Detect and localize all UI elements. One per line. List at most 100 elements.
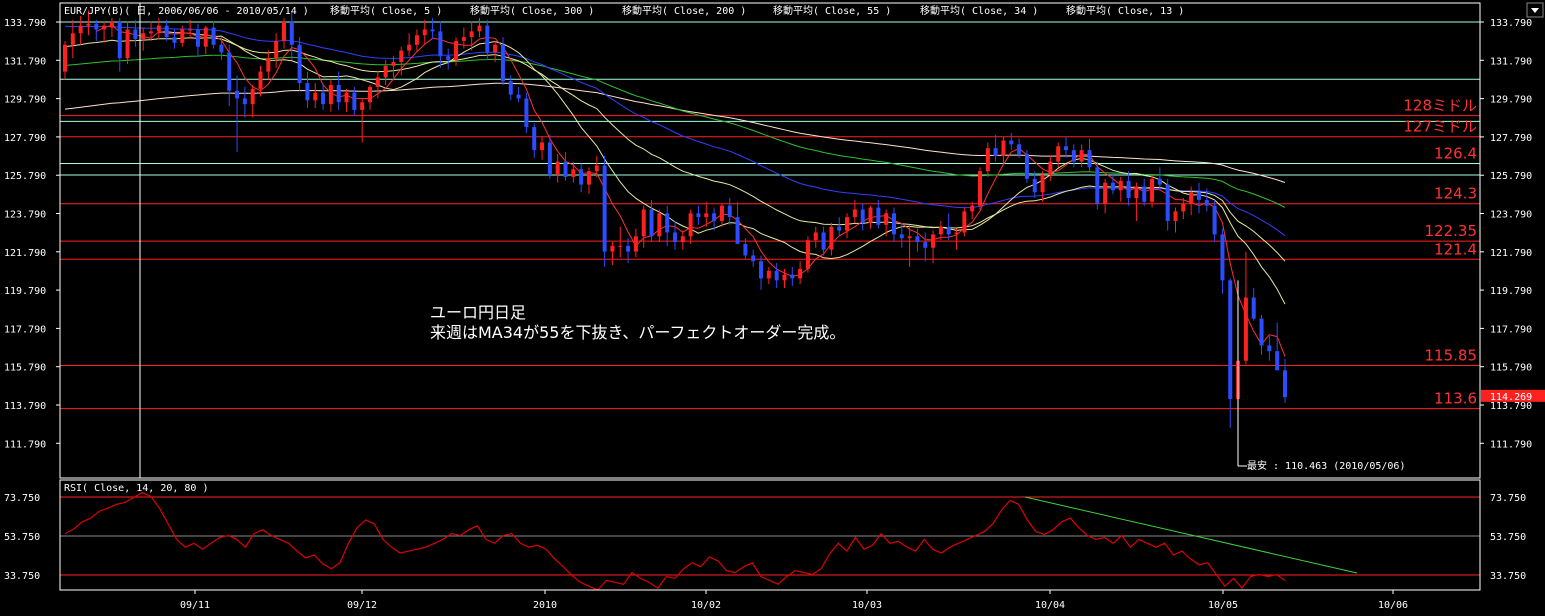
y-tick-label-right: 131.790 xyxy=(1490,56,1532,67)
legend-item: 移動平均( Close, 200 ) xyxy=(622,4,746,17)
candle-body xyxy=(626,245,631,252)
candle-body xyxy=(360,102,365,110)
chevron-down-icon[interactable] xyxy=(1531,8,1539,13)
price-line-label: 115.85 xyxy=(1425,347,1478,365)
candle-body xyxy=(555,161,560,176)
candle-body xyxy=(1157,178,1162,185)
x-tick-label: 09/12 xyxy=(347,600,377,611)
candle-body xyxy=(696,213,701,218)
candle-body xyxy=(485,25,490,53)
note-line1: ユーロ円日足 xyxy=(430,303,526,322)
candle-body xyxy=(203,27,208,47)
candle-body xyxy=(1110,182,1115,191)
candle-body xyxy=(657,213,662,237)
price-line-label: 113.6 xyxy=(1434,390,1477,408)
y-tick-label-right: 115.790 xyxy=(1490,363,1532,374)
candle-body xyxy=(1275,351,1280,371)
y-tick-label-left: 129.790 xyxy=(4,95,46,106)
y-tick-label-left: 113.790 xyxy=(4,401,46,412)
candle-body xyxy=(1009,140,1014,145)
candle-body xyxy=(70,33,75,45)
rsi-trendline xyxy=(1024,496,1358,574)
y-tick-label-left: 125.790 xyxy=(4,171,46,182)
candle-body xyxy=(172,37,177,43)
candle-body xyxy=(305,83,310,101)
candle-body xyxy=(532,127,537,151)
candle-body xyxy=(352,92,357,110)
current-price-box xyxy=(1481,389,1545,402)
candle-body xyxy=(383,65,388,78)
candle-body xyxy=(430,29,435,32)
candle-body xyxy=(1212,205,1217,235)
axes: 133.790 133.790 131.790 131.790 129.790 129.7… xyxy=(4,2,1532,611)
y-tick-label-left: 127.790 xyxy=(4,133,46,144)
candle-body xyxy=(688,213,693,237)
ma55-line xyxy=(64,25,1286,237)
candle-body xyxy=(618,245,623,247)
candle-body xyxy=(438,31,443,57)
candle-body xyxy=(211,27,216,45)
current-price-label: 114.269 xyxy=(1490,392,1532,403)
candle-body xyxy=(868,207,873,223)
candle-body xyxy=(86,23,91,26)
candle-body xyxy=(219,44,224,53)
candle-body xyxy=(344,92,349,103)
scroll-arrow[interactable] xyxy=(1526,2,1544,18)
candle-body xyxy=(1048,161,1053,176)
candle-body xyxy=(743,243,748,256)
candle-body xyxy=(258,71,263,89)
candle-body xyxy=(94,23,99,30)
y-tick-label-left: 123.790 xyxy=(4,210,46,221)
candle-body xyxy=(719,205,724,221)
candle-body xyxy=(891,213,896,235)
candle-body xyxy=(876,207,881,225)
candle-body xyxy=(164,25,169,38)
rsi-line xyxy=(64,491,1286,591)
candle-body xyxy=(266,58,271,72)
candle-body xyxy=(461,37,466,41)
candle-body xyxy=(1087,150,1092,168)
candle-body xyxy=(547,142,552,176)
candle-body xyxy=(790,274,795,279)
candle-body xyxy=(798,268,803,279)
candle-body xyxy=(931,234,936,248)
candle-body xyxy=(633,236,638,252)
y-tick-label-left: 119.790 xyxy=(4,286,46,297)
candle-body xyxy=(1064,146,1069,151)
chart-title: EUR/JPY(B)( 日, 2006/06/06 - 2010/05/14 ) xyxy=(64,6,309,17)
candle-body xyxy=(281,21,286,41)
candle-body xyxy=(1071,150,1076,162)
candle-body xyxy=(313,92,318,101)
candle-body xyxy=(735,217,740,244)
candle-body xyxy=(133,29,138,40)
rsi-panel-frame xyxy=(59,479,1481,591)
candle-body xyxy=(594,165,599,172)
x-tick-label: 10/03 xyxy=(852,600,882,611)
candle-body xyxy=(774,270,779,281)
y-tick-label-right: 117.790 xyxy=(1490,324,1532,335)
rsi-tick-label-left: 73.750 xyxy=(4,493,40,504)
candle-body xyxy=(516,94,521,99)
candle-body xyxy=(368,86,372,103)
price-line-label: 124.3 xyxy=(1434,185,1477,203)
candle-body xyxy=(242,98,247,105)
candle-body xyxy=(1095,167,1100,204)
candle-body xyxy=(837,226,842,231)
candle-body xyxy=(1134,186,1139,198)
candle-body xyxy=(704,213,709,218)
x-tick-label: 10/05 xyxy=(1208,600,1238,611)
candle-body xyxy=(571,169,576,177)
rsi-tick-label-left: 33.750 xyxy=(4,571,40,582)
y-tick-label-left: 111.790 xyxy=(4,439,46,450)
y-tick-label-left: 131.790 xyxy=(4,56,46,67)
candle-body xyxy=(1267,345,1272,352)
candle-body xyxy=(665,213,670,233)
candle-body xyxy=(782,274,787,281)
legend-item: 移動平均( Close, 13 ) xyxy=(1066,4,1184,17)
candle-body xyxy=(673,232,677,243)
candle-body xyxy=(454,40,459,61)
candle-body xyxy=(712,213,717,221)
candle-body xyxy=(1243,297,1248,361)
candle-body xyxy=(1259,318,1264,346)
